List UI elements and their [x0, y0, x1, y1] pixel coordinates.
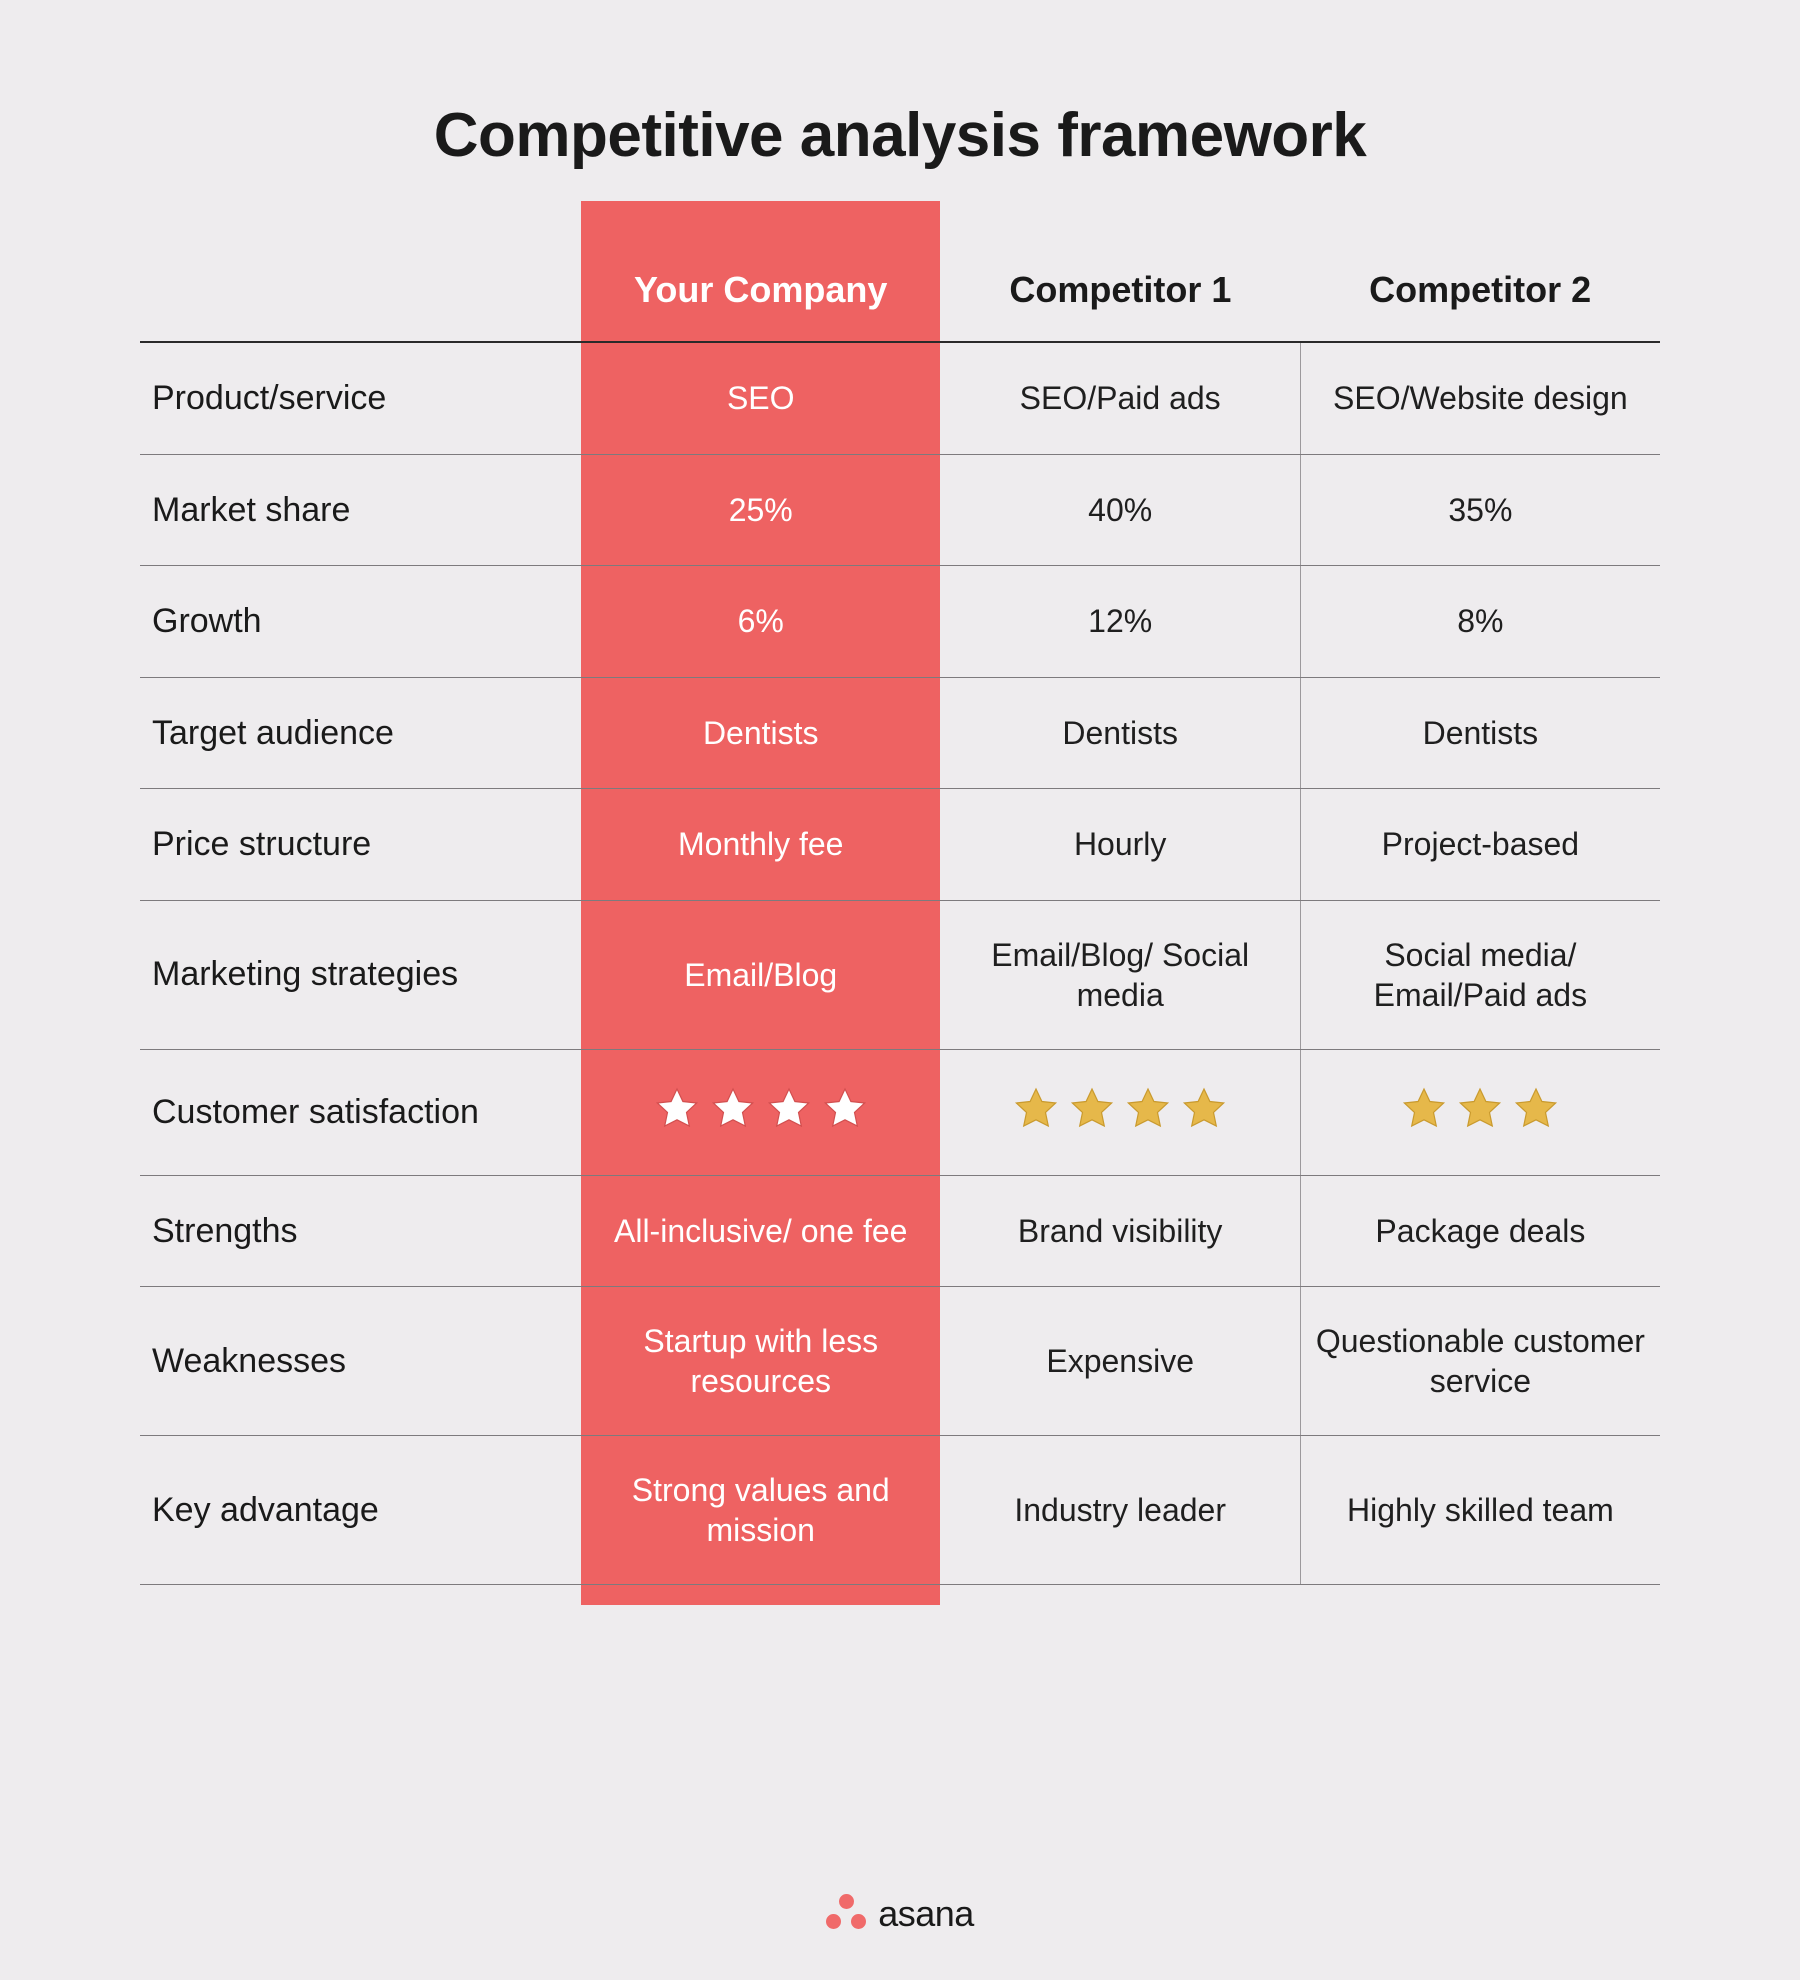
- comparison-table-wrap: Your CompanyCompetitor 1Competitor 2 Pro…: [140, 241, 1660, 1585]
- cell-your: Startup with less resources: [581, 1287, 941, 1436]
- row-label: Marketing strategies: [140, 900, 581, 1049]
- row-label: Customer satisfaction: [140, 1049, 581, 1175]
- star-icon: [709, 1084, 757, 1132]
- cell-your: All-inclusive/ one fee: [581, 1175, 941, 1287]
- row-label: Product/service: [140, 342, 581, 454]
- row-label: Market share: [140, 454, 581, 566]
- star-icon: [1068, 1084, 1116, 1132]
- cell-comp2: Social media/ Email/Paid ads: [1300, 900, 1660, 1049]
- cell-comp1: 12%: [941, 566, 1301, 678]
- table-header-row: Your CompanyCompetitor 1Competitor 2: [140, 241, 1660, 342]
- row-label: Target audience: [140, 677, 581, 789]
- star-icon: [1124, 1084, 1172, 1132]
- cell-comp2: [1300, 1049, 1660, 1175]
- table-row: StrengthsAll-inclusive/ one feeBrand vis…: [140, 1175, 1660, 1287]
- table-header-blank: [140, 241, 581, 342]
- cell-comp1: [941, 1049, 1301, 1175]
- star-icon: [1012, 1084, 1060, 1132]
- cell-comp1: Dentists: [941, 677, 1301, 789]
- comparison-table: Your CompanyCompetitor 1Competitor 2 Pro…: [140, 241, 1660, 1585]
- cell-your: 6%: [581, 566, 941, 678]
- table-row: Target audienceDentistsDentistsDentists: [140, 677, 1660, 789]
- table-row: Price structureMonthly feeHourlyProject-…: [140, 789, 1660, 901]
- cell-your: Dentists: [581, 677, 941, 789]
- cell-comp2: 35%: [1300, 454, 1660, 566]
- star-rating: [1012, 1084, 1228, 1132]
- star-icon: [1456, 1084, 1504, 1132]
- table-row: Market share25%40%35%: [140, 454, 1660, 566]
- cell-your: 25%: [581, 454, 941, 566]
- row-label: Strengths: [140, 1175, 581, 1287]
- table-header-your: Your Company: [581, 241, 941, 342]
- table-header-comp2: Competitor 2: [1300, 241, 1660, 342]
- cell-comp1: Expensive: [941, 1287, 1301, 1436]
- star-icon: [1512, 1084, 1560, 1132]
- table-row: Customer satisfaction: [140, 1049, 1660, 1175]
- table-header-comp1: Competitor 1: [941, 241, 1301, 342]
- row-label: Key advantage: [140, 1436, 581, 1585]
- table-row: Product/serviceSEOSEO/Paid adsSEO/Websit…: [140, 342, 1660, 454]
- page-title: Competitive analysis framework: [140, 100, 1660, 171]
- cell-your: [581, 1049, 941, 1175]
- star-icon: [1180, 1084, 1228, 1132]
- cell-comp2: 8%: [1300, 566, 1660, 678]
- star-icon: [765, 1084, 813, 1132]
- row-label: Growth: [140, 566, 581, 678]
- star-icon: [821, 1084, 869, 1132]
- table-row: Marketing strategiesEmail/BlogEmail/Blog…: [140, 900, 1660, 1049]
- cell-your: Strong values and mission: [581, 1436, 941, 1585]
- star-rating: [653, 1084, 869, 1132]
- star-icon: [653, 1084, 701, 1132]
- cell-comp1: Industry leader: [941, 1436, 1301, 1585]
- cell-comp2: SEO/Website design: [1300, 342, 1660, 454]
- star-rating: [1400, 1084, 1560, 1132]
- star-icon: [1400, 1084, 1448, 1132]
- cell-comp1: 40%: [941, 454, 1301, 566]
- cell-comp2: Highly skilled team: [1300, 1436, 1660, 1585]
- cell-comp1: Hourly: [941, 789, 1301, 901]
- cell-comp2: Dentists: [1300, 677, 1660, 789]
- asana-logo-icon: [826, 1894, 866, 1934]
- footer-logo: asana: [0, 1893, 1800, 1935]
- cell-your: Monthly fee: [581, 789, 941, 901]
- table-row: WeaknessesStartup with less resourcesExp…: [140, 1287, 1660, 1436]
- table-row: Growth6%12%8%: [140, 566, 1660, 678]
- cell-comp2: Project-based: [1300, 789, 1660, 901]
- cell-comp2: Questionable customer service: [1300, 1287, 1660, 1436]
- table-row: Key advantageStrong values and missionIn…: [140, 1436, 1660, 1585]
- row-label: Weaknesses: [140, 1287, 581, 1436]
- cell-your: SEO: [581, 342, 941, 454]
- footer-brand-text: asana: [878, 1893, 974, 1935]
- cell-comp1: Email/Blog/ Social media: [941, 900, 1301, 1049]
- page: Competitive analysis framework Your Comp…: [0, 0, 1800, 1980]
- cell-your: Email/Blog: [581, 900, 941, 1049]
- row-label: Price structure: [140, 789, 581, 901]
- cell-comp1: SEO/Paid ads: [941, 342, 1301, 454]
- cell-comp1: Brand visibility: [941, 1175, 1301, 1287]
- cell-comp2: Package deals: [1300, 1175, 1660, 1287]
- table-body: Product/serviceSEOSEO/Paid adsSEO/Websit…: [140, 342, 1660, 1585]
